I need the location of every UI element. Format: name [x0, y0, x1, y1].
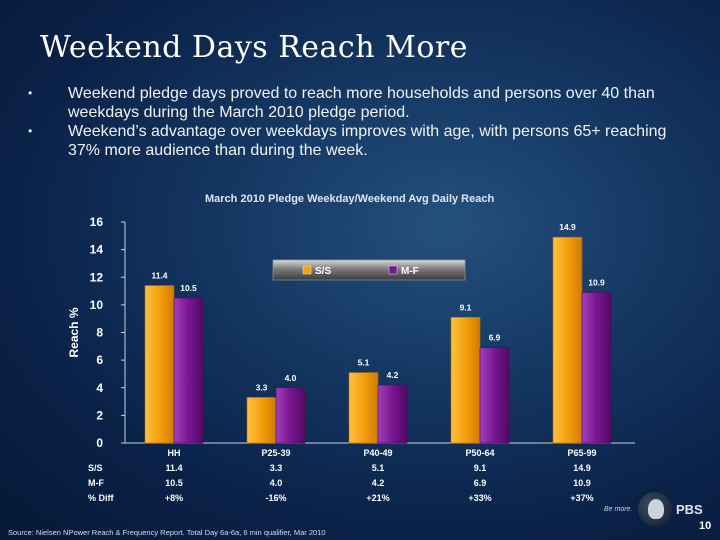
- brand-tagline: Be more.: [604, 506, 633, 513]
- table-cell: 4.0: [270, 478, 283, 488]
- x-tick-label: P25-39: [261, 448, 290, 458]
- y-tick-label: 0: [96, 436, 103, 450]
- table-row-label: S/S: [88, 463, 103, 473]
- table-cell: 11.4: [165, 463, 182, 473]
- bar-m-f: [377, 384, 408, 444]
- bullet-dot: •: [28, 124, 33, 138]
- y-tick-label: 8: [96, 326, 103, 340]
- table-cell: 6.9: [474, 478, 487, 488]
- bar-m-f: [173, 297, 204, 444]
- bullet-list: • Weekend pledge days proved to reach mo…: [28, 84, 698, 160]
- bar-s-s: [348, 372, 379, 444]
- table-row-label: M-F: [88, 478, 104, 488]
- bar-s-s: [144, 285, 175, 444]
- bar-value-label: 6.9: [489, 333, 501, 343]
- table-cell: -16%: [265, 493, 286, 503]
- legend-swatch: [388, 265, 398, 275]
- bar-value-label: 4.2: [387, 370, 399, 380]
- y-tick-label: 2: [96, 408, 103, 422]
- bullet-text: Weekend pledge days proved to reach more…: [68, 85, 655, 121]
- legend-swatch: [302, 265, 312, 275]
- bar-value-label: 10.5: [180, 283, 197, 293]
- bar-value-label: 14.9: [559, 222, 576, 232]
- bar-value-label: 4.0: [285, 373, 297, 383]
- table-cell: +21%: [366, 493, 389, 503]
- y-tick-label: 14: [90, 243, 104, 257]
- bullet-dot: •: [28, 86, 33, 100]
- table-cell: +37%: [570, 493, 593, 503]
- source-footnote: Source: Nielsen NPower Reach & Frequency…: [8, 528, 326, 537]
- table-row-label: % Diff: [88, 493, 115, 503]
- legend-label: M-F: [401, 266, 419, 277]
- bar-s-s: [246, 397, 277, 444]
- x-tick-label: P50-64: [465, 448, 494, 458]
- table-cell: +33%: [468, 493, 491, 503]
- bar-m-f: [275, 387, 306, 444]
- x-tick-label: P65-99: [567, 448, 596, 458]
- y-tick-label: 4: [96, 381, 103, 395]
- bar-m-f: [581, 292, 612, 444]
- y-tick-label: 12: [90, 270, 104, 284]
- bullet-item: • Weekend’s advantage over weekdays impr…: [28, 122, 698, 160]
- bar-value-label: 11.4: [151, 271, 167, 281]
- bar-value-label: 9.1: [460, 302, 472, 312]
- slide-title: Weekend Days Reach More: [40, 30, 468, 65]
- x-tick-label: P40-49: [363, 448, 392, 458]
- x-tick-label: HH: [168, 448, 181, 458]
- table-cell: 10.9: [573, 478, 591, 488]
- table-cell: 9.1: [474, 463, 487, 473]
- bar-value-label: 3.3: [256, 382, 268, 392]
- table-cell: 10.5: [165, 478, 183, 488]
- legend-label: S/S: [315, 266, 331, 277]
- bar-m-f: [479, 347, 510, 444]
- bar-value-label: 10.9: [588, 277, 605, 287]
- legend-box: [272, 259, 466, 281]
- y-tick-label: 16: [90, 215, 104, 229]
- bullet-text: Weekend’s advantage over weekdays improv…: [68, 123, 667, 159]
- chart-title: March 2010 Pledge Weekday/Weekend Avg Da…: [205, 193, 495, 205]
- table-cell: 14.9: [573, 463, 591, 473]
- pbs-head-icon: [648, 499, 664, 519]
- page-number: 10: [699, 520, 712, 532]
- bar-s-s: [450, 317, 481, 444]
- table-cell: 3.3: [270, 463, 283, 473]
- table-cell: 4.2: [372, 478, 385, 488]
- y-axis-label: Reach %: [67, 307, 81, 357]
- table-cell: +8%: [165, 493, 183, 503]
- bullet-item: • Weekend pledge days proved to reach mo…: [28, 84, 698, 122]
- y-tick-label: 10: [90, 298, 104, 312]
- y-tick-label: 6: [96, 353, 103, 367]
- table-cell: 5.1: [372, 463, 385, 473]
- bar-value-label: 5.1: [358, 358, 370, 368]
- bar-s-s: [552, 236, 583, 444]
- brand-name: PBS: [676, 502, 703, 517]
